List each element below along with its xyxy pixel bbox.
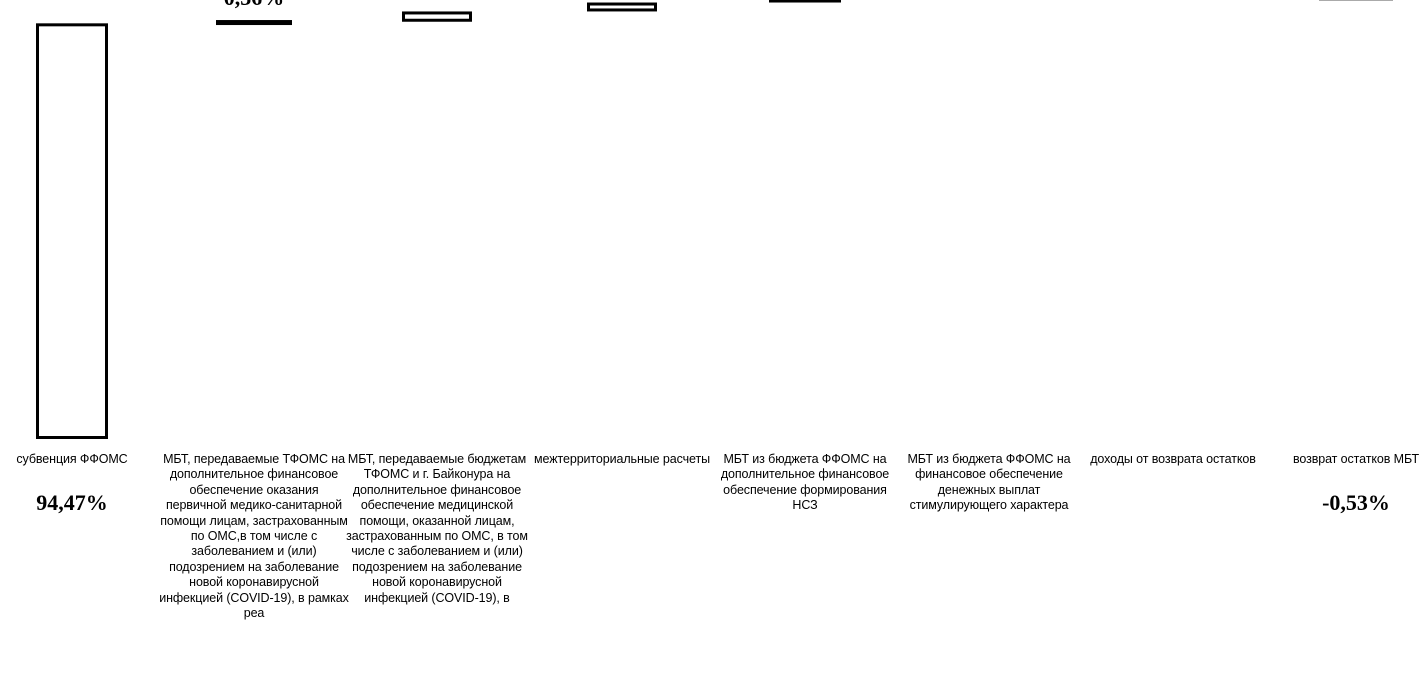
- value-label-0: 94,47%: [36, 490, 108, 516]
- value-label-1: 0,36%: [184, 0, 324, 10]
- value-label-7: -0,53%: [1322, 490, 1390, 516]
- bar-0: [36, 23, 108, 439]
- category-label-3: межтерриториальные расчеты: [534, 452, 710, 466]
- category-label-6: доходы от возврата остатков: [1090, 452, 1256, 466]
- bar-2: [402, 11, 472, 22]
- bar-4: [769, 0, 841, 3]
- category-label-4: МБТ из бюджета ФФОМС на дополнительное ф…: [720, 452, 890, 513]
- bar-1: [216, 20, 292, 26]
- value-label-2: 2,34%: [367, 0, 507, 1]
- category-label-7: возврат остатков МБТ: [1292, 452, 1420, 466]
- category-label-1: МБТ, передаваемые ТФОМС на дополнительно…: [159, 452, 349, 621]
- category-label-5: МБТ из бюджета ФФОМС на финансовое обесп…: [907, 452, 1071, 513]
- category-label-2: МБТ, передаваемые бюджетам ТФОМС и г. Ба…: [346, 452, 528, 605]
- category-label-0: субвенция ФФОМС: [16, 452, 128, 466]
- bar-3: [587, 2, 657, 12]
